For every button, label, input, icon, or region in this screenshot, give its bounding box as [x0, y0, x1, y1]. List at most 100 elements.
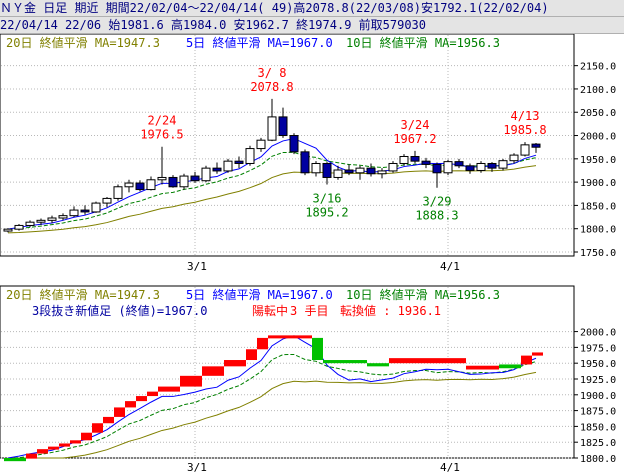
candle — [36, 218, 46, 225]
candle-body — [223, 160, 233, 172]
candle-body — [3, 228, 13, 232]
brick — [367, 363, 389, 367]
brick — [246, 349, 257, 361]
candle-body — [267, 116, 277, 141]
top-date-axis: 3/1 4/1 — [187, 260, 460, 273]
y-tick-label: 1850.0 — [580, 201, 616, 212]
candle-body — [311, 162, 321, 174]
brick — [521, 355, 532, 365]
y-tick-label: 1875.0 — [580, 407, 616, 418]
candle-body — [355, 167, 365, 174]
x-tick-label: 4/1 — [440, 260, 460, 273]
status-reversal: 転換値 : 1936.1 — [340, 303, 441, 318]
candle-body — [58, 215, 68, 219]
y-tick-label: 2000.0 — [580, 328, 616, 339]
brick — [268, 335, 312, 339]
brick — [92, 423, 103, 433]
brick — [224, 360, 246, 367]
bottom-price-axis: 1800.0 1825.0 1850.0 1875.0 1900.0 1925.0 1950… — [574, 328, 616, 465]
y-tick-label: 2000.0 — [580, 132, 616, 143]
legend-ma10: 10日 終値平滑 MA=1956.3 — [346, 287, 500, 302]
brick — [466, 365, 499, 370]
candle — [267, 98, 277, 142]
candle-body — [487, 162, 497, 169]
legend-ma5: 5日 終値平滑 MA=1967.0 — [186, 287, 333, 302]
latest-bar-header: 22/04/14 22/06 始1981.6 高1984.0 安1962.7 終… — [0, 17, 624, 34]
y-tick-label: 2150.0 — [580, 62, 616, 73]
candle — [520, 142, 530, 157]
candle-body — [190, 175, 200, 182]
candle — [245, 145, 255, 166]
legend-ma20: 20日 終値平滑 MA=1947.3 — [6, 35, 160, 50]
candle — [234, 156, 244, 169]
candle — [344, 164, 354, 176]
candle — [322, 162, 332, 185]
chart-canvas: 20日 終値平滑 MA=1947.3 5日 終値平滑 MA=1967.0 10日… — [0, 34, 616, 474]
candle — [91, 201, 101, 213]
candle — [135, 180, 145, 192]
candle — [14, 224, 24, 231]
brick — [136, 396, 147, 402]
legend-ma5: 5日 終値平滑 MA=1967.0 — [186, 35, 333, 50]
candle-body — [69, 209, 79, 217]
brick — [499, 364, 521, 369]
candle — [300, 149, 310, 176]
candle-body — [168, 176, 178, 188]
status-prefix: 3段抜き新値足 (終値)=1967.0 — [32, 303, 207, 318]
ma5-line — [7, 335, 537, 459]
candle-body — [36, 219, 46, 223]
y-tick-label: 1800.0 — [580, 225, 616, 236]
brick — [59, 443, 70, 447]
ma10-line — [7, 151, 537, 230]
brick — [37, 449, 48, 454]
top-legend: 20日 終値平滑 MA=1947.3 5日 終値平滑 MA=1967.0 10日… — [6, 35, 500, 50]
candle-body — [201, 167, 211, 182]
bottom-date-axis: 3/1 4/1 — [187, 461, 460, 474]
candle-body — [443, 161, 453, 174]
brick — [180, 375, 202, 387]
candle — [124, 179, 134, 193]
annotation-value: 1967.2 — [393, 132, 436, 146]
candles — [3, 98, 541, 233]
candle — [377, 168, 387, 179]
candle-body — [531, 143, 541, 148]
candle — [498, 158, 508, 171]
candle — [289, 133, 299, 155]
candle — [157, 146, 167, 185]
candle — [25, 220, 35, 228]
bricks — [4, 335, 543, 462]
bottom-gridlines — [1, 287, 573, 459]
brick — [81, 432, 92, 441]
candle-body — [520, 144, 530, 156]
candle — [487, 162, 497, 172]
brick — [389, 358, 466, 364]
brick — [532, 352, 543, 356]
candle-body — [498, 160, 508, 169]
y-tick-label: 1800.0 — [580, 454, 616, 465]
candle — [410, 150, 420, 164]
period-summary-header: ＮＹ金 日足 期近 期間22/02/04～22/04/14( 49)高2078.… — [0, 0, 624, 17]
brick — [147, 391, 158, 397]
candle-body — [432, 163, 442, 174]
brick — [114, 407, 125, 417]
top-plot-frame — [0, 34, 575, 257]
candle — [476, 161, 486, 173]
annotation-value: 1888.3 — [415, 209, 458, 223]
annotation-date: 4/13 — [511, 109, 540, 123]
top-price-axis: 1750.0 1800.0 1850.0 1900.0 1950.0 2000.0 2050… — [574, 62, 616, 259]
y-tick-label: 1750.0 — [580, 248, 616, 259]
status-state: 陽転中 — [252, 303, 288, 318]
candle — [223, 158, 233, 173]
x-tick-label: 3/1 — [187, 461, 207, 474]
candle-body — [476, 162, 486, 171]
candle-body — [146, 179, 156, 191]
brick — [125, 401, 136, 408]
candle-body — [91, 202, 101, 213]
legend-ma20: 20日 終値平滑 MA=1947.3 — [6, 287, 160, 302]
candle — [58, 213, 68, 221]
candle-body — [135, 182, 145, 191]
annotation-date: 3/16 — [313, 191, 342, 205]
annotation-value: 1976.5 — [140, 128, 183, 142]
candle-body — [377, 170, 387, 175]
